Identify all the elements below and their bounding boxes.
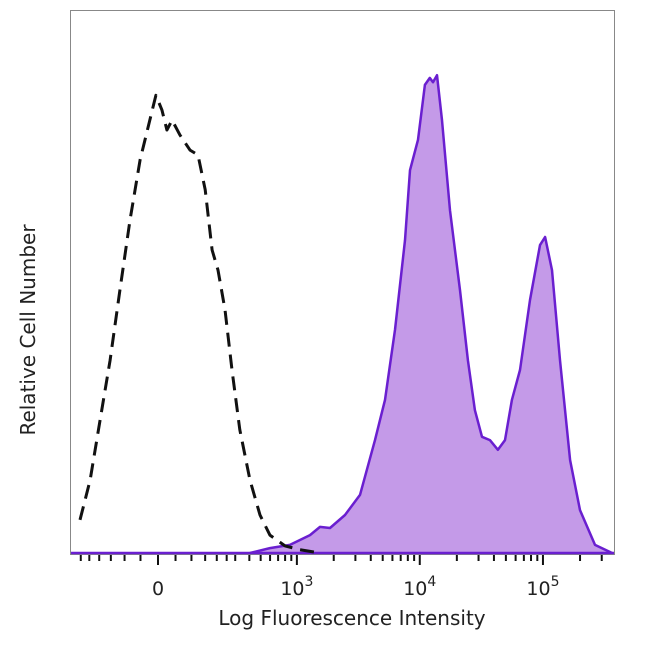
series-line-1 <box>78 93 321 555</box>
x-tick-label: 0 <box>152 578 164 600</box>
tick-base: 10 <box>526 578 551 600</box>
plot-frame <box>70 10 615 555</box>
series-line-0 <box>249 73 613 555</box>
tick-exponent: 4 <box>427 574 437 590</box>
tick-base: 0 <box>151 578 165 600</box>
x-tick-label: 104 <box>403 575 436 600</box>
tick-base: 10 <box>403 578 428 600</box>
tick-exponent: 3 <box>304 574 314 590</box>
tick-base: 10 <box>280 578 305 600</box>
x-axis-label: Log Fluorescence Intensity <box>218 606 486 630</box>
tick-exponent: 5 <box>550 574 560 590</box>
x-tick-label: 105 <box>526 575 559 600</box>
series-area-0 <box>249 75 613 553</box>
y-axis-label: Relative Cell Number <box>16 224 40 436</box>
x-tick-label: 103 <box>280 575 313 600</box>
